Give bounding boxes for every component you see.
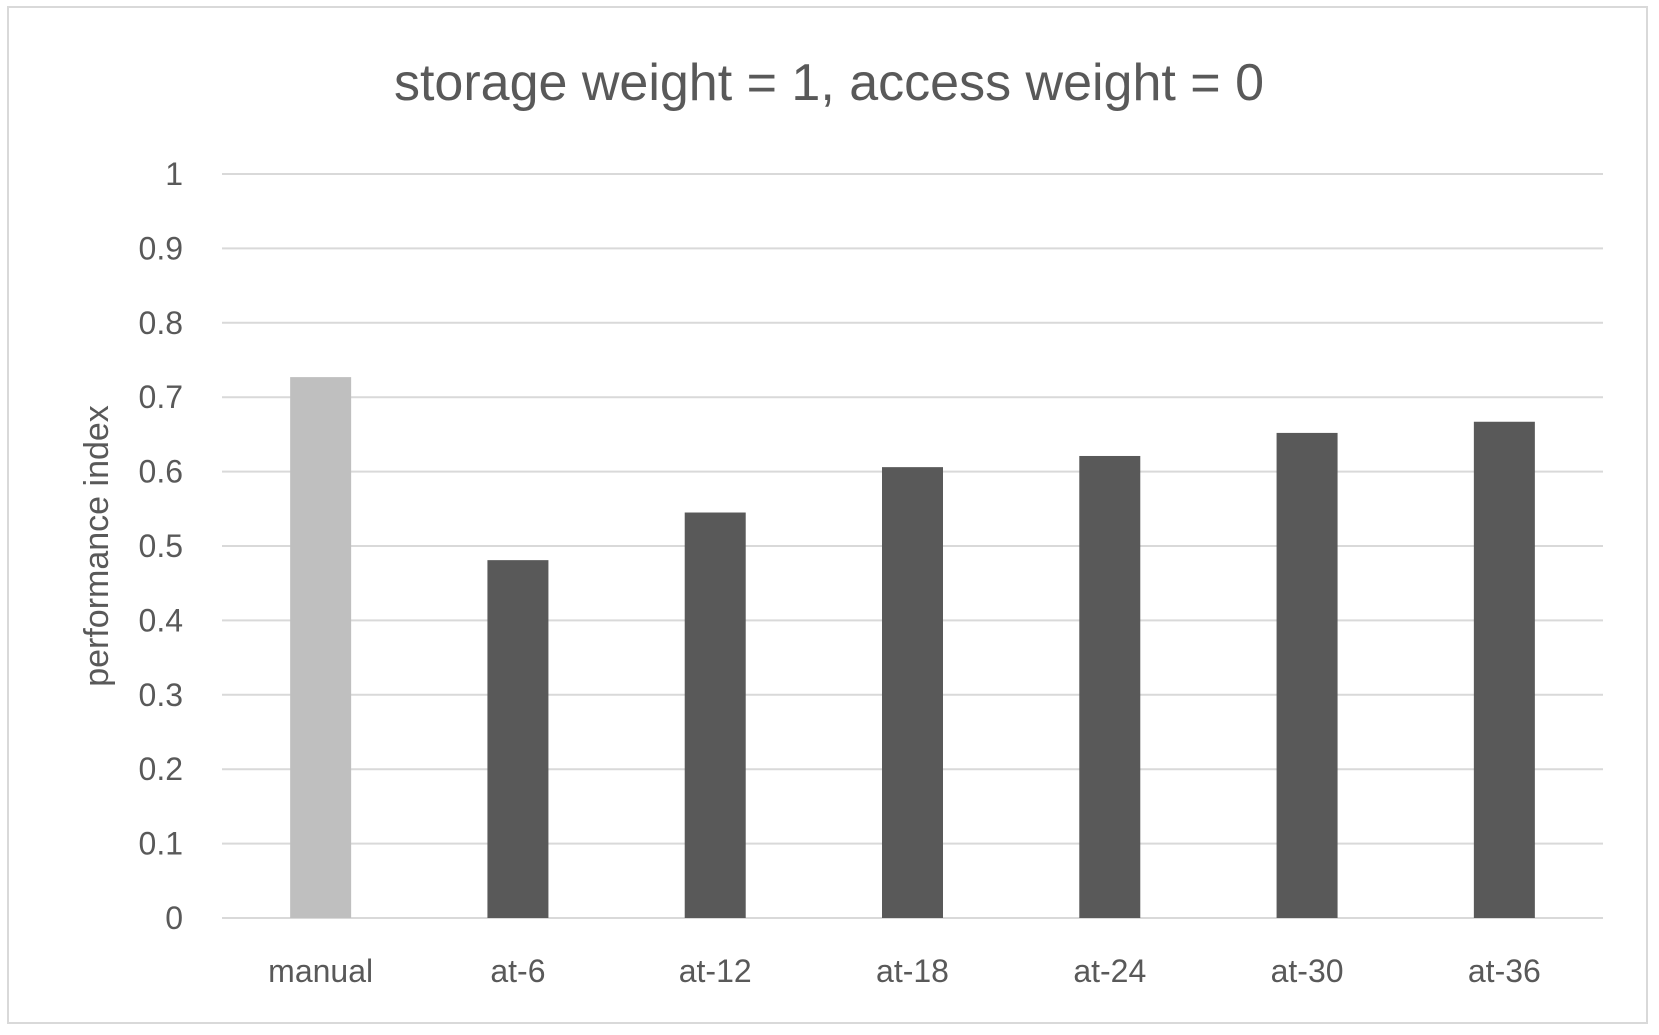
bar-at-36 (1473, 421, 1535, 918)
y-axis-label: performance index (78, 405, 116, 687)
bar-at-24 (1079, 455, 1141, 918)
y-tick-label: 0.2 (139, 751, 183, 787)
chart-frame (7, 6, 1648, 1024)
x-tick-label: at-24 (1073, 953, 1146, 989)
x-tick-label: at-30 (1271, 953, 1344, 989)
y-tick-label: 0.4 (139, 602, 183, 638)
chart-title: storage weight = 1, access weight = 0 (394, 54, 1264, 112)
bar-manual (290, 377, 352, 918)
x-tick-label: at-12 (679, 953, 752, 989)
x-tick-label: at-36 (1468, 953, 1541, 989)
y-tick-label: 0 (165, 900, 183, 936)
y-tick-label: 0.3 (139, 677, 183, 713)
y-tick-label: 0.5 (139, 528, 183, 564)
bar-at-30 (1276, 432, 1338, 918)
x-tick-labels: manual at-6 at-12 at-18 at-24 at-30 at-36 (268, 953, 1541, 989)
y-tick-label: 0.6 (139, 454, 183, 490)
y-tick-label: 1 (165, 156, 183, 192)
bar-at-6 (487, 560, 549, 918)
x-tick-label: at-18 (876, 953, 949, 989)
gridlines (222, 173, 1603, 919)
x-tick-label: at-6 (490, 953, 545, 989)
bars (290, 377, 1535, 918)
y-tick-label: 0.1 (139, 826, 183, 862)
y-tick-label: 0.8 (139, 305, 183, 341)
x-tick-label: manual (268, 953, 373, 989)
y-tick-label: 0.9 (139, 230, 183, 266)
y-tick-label: 0.7 (139, 379, 183, 415)
bar-at-12 (684, 512, 746, 918)
y-tick-labels: 0 0.1 0.2 0.3 0.4 0.5 0.6 0.7 0.8 0.9 1 (139, 156, 183, 936)
bar-at-18 (882, 467, 943, 918)
